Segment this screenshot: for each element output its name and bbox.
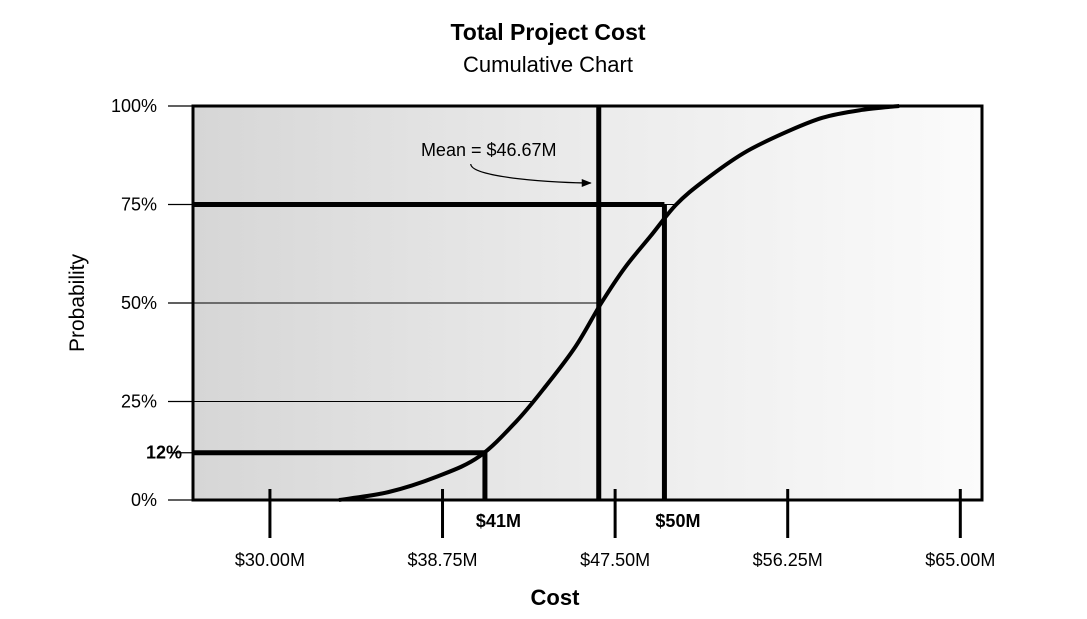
y-tick-label: 0%	[131, 490, 157, 510]
x-reference-label: $41M	[476, 511, 521, 531]
chart-title: Total Project Cost	[450, 19, 645, 45]
x-axis-title: Cost	[531, 585, 581, 610]
y-tick-label: 100%	[111, 96, 157, 116]
y-reference-label: 12%	[146, 443, 182, 463]
plot-border	[191, 104, 984, 502]
x-tick-label: $47.50M	[580, 550, 650, 570]
x-tick-label: $30.00M	[235, 550, 305, 570]
mean-annotation: Mean = $46.67M	[421, 140, 557, 160]
reference-lines: $41M $50M	[193, 106, 700, 531]
x-tick-label: $56.25M	[753, 550, 823, 570]
y-tick-label: 75%	[121, 195, 157, 215]
chart-subtitle: Cumulative Chart	[463, 52, 633, 77]
y-tick-label: 25%	[121, 392, 157, 412]
cumulative-curve	[338, 104, 900, 502]
x-tick-label: $38.75M	[407, 550, 477, 570]
x-tick-label: $65.00M	[925, 550, 995, 570]
x-reference-label: $50M	[655, 511, 700, 531]
x-axis-ticks: $30.00M $38.75M $47.50M $56.25M $65.00M	[235, 489, 995, 570]
mean-annotation-arrow	[470, 163, 592, 187]
y-tick-label: 50%	[121, 293, 157, 313]
y-axis-title: Probability	[66, 253, 89, 352]
